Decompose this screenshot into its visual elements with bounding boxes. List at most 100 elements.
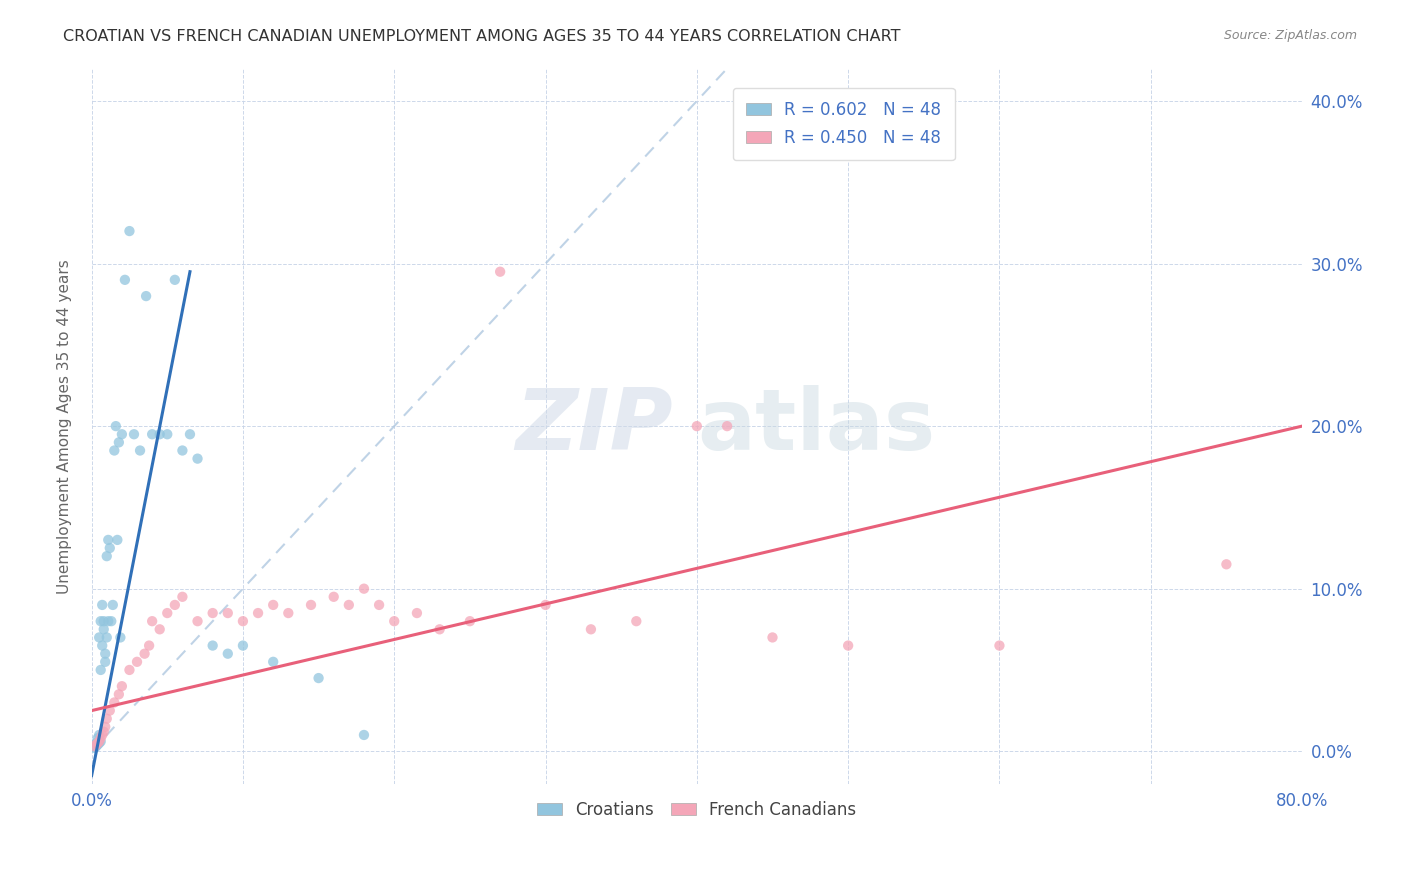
Point [89, 734, 111, 748]
Point [100, 614, 122, 628]
Point [96, 631, 118, 645]
Point [837, 639, 859, 653]
Point [686, 419, 709, 434]
Legend: Croatians, French Canadians: Croatians, French Canadians [530, 794, 863, 825]
Point [90, 614, 112, 628]
Point [93, 614, 115, 628]
Point [163, 598, 186, 612]
Point [308, 671, 330, 685]
Text: CROATIAN VS FRENCH CANADIAN UNEMPLOYMENT AMONG AGES 35 TO 44 YEARS CORRELATION C: CROATIAN VS FRENCH CANADIAN UNEMPLOYMENT… [63, 29, 901, 44]
Point [163, 273, 186, 287]
Point [172, 443, 194, 458]
Point [94, 647, 117, 661]
Point [93, 724, 115, 739]
Point [98, 541, 121, 555]
Point [103, 443, 125, 458]
Point [134, 647, 156, 661]
Point [111, 679, 134, 693]
Point [114, 273, 136, 287]
Point [186, 451, 208, 466]
Text: Source: ZipAtlas.com: Source: ZipAtlas.com [1223, 29, 1357, 42]
Point [96, 549, 118, 564]
Point [382, 614, 405, 628]
Point [626, 614, 648, 628]
Point [458, 614, 481, 628]
Point [98, 704, 121, 718]
Point [90, 731, 112, 746]
Point [353, 582, 375, 596]
Point [105, 533, 128, 547]
Y-axis label: Unemployment Among Ages 35 to 44 years: Unemployment Among Ages 35 to 44 years [58, 259, 72, 593]
Point [262, 598, 284, 612]
Point [217, 647, 239, 661]
Point [368, 598, 391, 612]
Point [138, 639, 160, 653]
Point [118, 663, 141, 677]
Point [353, 728, 375, 742]
Point [91, 639, 114, 653]
Point [156, 606, 179, 620]
Point [94, 720, 117, 734]
Point [141, 614, 163, 628]
Point [217, 606, 239, 620]
Point [716, 419, 738, 434]
Point [201, 606, 224, 620]
Point [135, 289, 157, 303]
Point [149, 623, 172, 637]
Point [84, 739, 107, 754]
Point [101, 598, 124, 612]
Point [91, 728, 114, 742]
Point [93, 623, 115, 637]
Point [97, 533, 120, 547]
Point [299, 598, 322, 612]
Point [110, 631, 132, 645]
Point [247, 606, 270, 620]
Point [201, 639, 224, 653]
Point [429, 623, 451, 637]
Point [232, 614, 254, 628]
Point [89, 736, 111, 750]
Point [179, 427, 201, 442]
Point [534, 598, 557, 612]
Point [108, 687, 131, 701]
Point [86, 736, 108, 750]
Point [104, 419, 127, 434]
Point [125, 655, 148, 669]
Point [262, 655, 284, 669]
Point [89, 631, 111, 645]
Point [90, 734, 112, 748]
Point [84, 736, 107, 750]
Point [337, 598, 360, 612]
Point [94, 655, 117, 669]
Point [156, 427, 179, 442]
Point [406, 606, 429, 620]
Point [86, 738, 108, 752]
Point [108, 435, 131, 450]
Point [111, 427, 134, 442]
Point [91, 598, 114, 612]
Point [97, 614, 120, 628]
Point [89, 728, 111, 742]
Point [1215, 558, 1237, 572]
Point [103, 696, 125, 710]
Point [83, 739, 105, 754]
Point [90, 663, 112, 677]
Point [172, 590, 194, 604]
Point [96, 712, 118, 726]
Text: ZIP: ZIP [515, 384, 672, 467]
Point [86, 731, 108, 746]
Point [988, 639, 1011, 653]
Text: atlas: atlas [697, 384, 935, 467]
Point [579, 623, 602, 637]
Point [129, 443, 152, 458]
Point [83, 741, 105, 756]
Point [489, 265, 512, 279]
Point [149, 427, 172, 442]
Point [84, 738, 107, 752]
Point [277, 606, 299, 620]
Point [232, 639, 254, 653]
Point [141, 427, 163, 442]
Point [186, 614, 208, 628]
Point [118, 224, 141, 238]
Point [322, 590, 344, 604]
